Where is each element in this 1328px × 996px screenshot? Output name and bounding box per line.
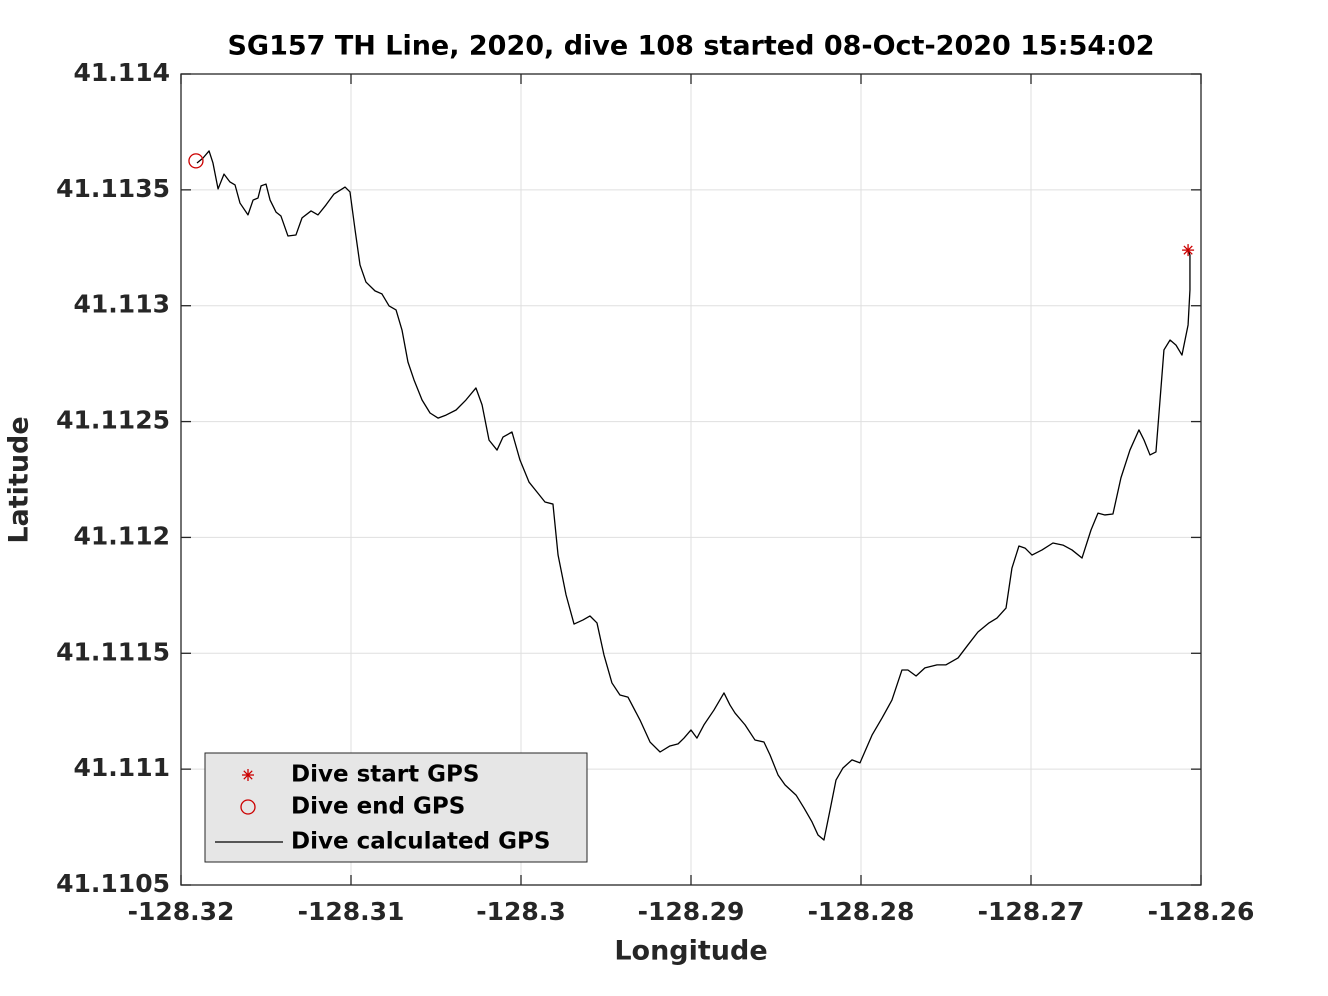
chart-title: SG157 TH Line, 2020, dive 108 started 08… [227,31,1154,62]
star-stroke [243,770,253,780]
y-tick-label: 41.1105 [56,869,170,898]
y-tick-label: 41.112 [74,521,170,550]
x-tick-label: -128.31 [298,897,405,926]
circle-marker [240,799,256,815]
x-axis-label: Longitude [614,936,767,967]
x-tick-label: -128.26 [1148,897,1255,926]
y-tick-label: 41.113 [74,290,170,319]
y-tick-label: 41.1115 [56,637,170,666]
y-axis-label: Latitude [4,416,35,543]
data-line [196,150,1191,841]
x-tick-label: -128.28 [808,897,915,926]
legend-label: Dive start GPS [291,762,479,788]
x-tick-label: -128.3 [476,897,565,926]
legend-label: Dive end GPS [291,794,465,820]
y-tick-label: 41.114 [74,58,170,87]
y-tick-label: 41.1135 [56,174,170,203]
x-tick-label: -128.32 [128,897,235,926]
y-tick-label: 41.111 [74,753,170,782]
star-marker [242,769,254,781]
circle-marker [188,153,204,169]
x-tick-label: -128.29 [638,897,745,926]
star-marker [1182,244,1195,257]
legend-label: Dive calculated GPS [291,829,550,855]
legend-box [204,752,588,863]
legend: Dive start GPS Dive end GPS Dive calculate… [204,752,588,863]
y-tick-label: 41.1125 [56,406,170,435]
star-stroke [1183,245,1193,255]
x-tick-label: -128.27 [978,897,1085,926]
